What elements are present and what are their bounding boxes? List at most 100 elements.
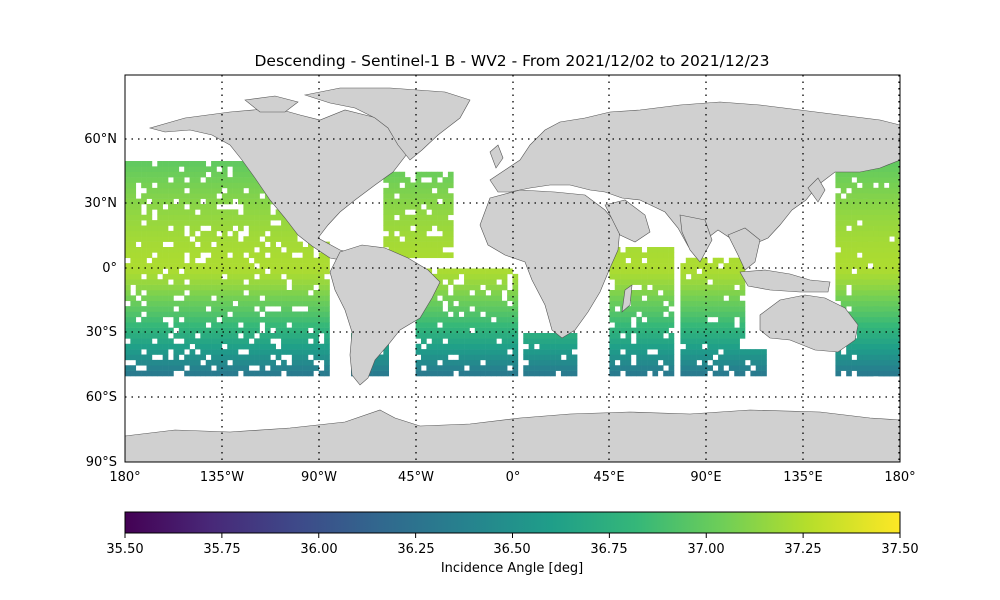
swath-cell [867,198,874,205]
swath-cell [464,327,470,334]
swath-cell [162,365,169,371]
arctic-islands [244,95,299,113]
swath-cell [281,343,287,350]
swath-cell [878,349,885,355]
swath-cell [469,316,476,323]
swath-cell [480,370,486,377]
swath-cell [630,290,637,296]
swath-cell [663,359,669,366]
swath-cell [259,306,266,312]
swath-cell [480,322,486,328]
swath-cell [135,300,142,307]
swath-cell [162,171,169,178]
swath-cell [873,166,879,173]
swath-cell [184,171,190,178]
swath-cell [248,273,255,280]
swath-cell [194,252,201,259]
swath-cell [146,214,153,221]
swath-cell [485,300,492,307]
swath-cell [318,306,325,312]
swath-cell [248,252,255,259]
swath-cell [442,311,449,318]
swath-cell [410,198,416,205]
swath-cell [238,187,244,194]
swath-cell [501,268,508,275]
swath-cell [668,279,675,285]
swath-cell [734,300,740,307]
swath-cell [878,247,885,253]
swath-cell [157,349,163,355]
swath-cell [840,268,847,275]
swath-cell [211,187,217,194]
swath-cell [238,343,244,350]
swath-cell [318,370,325,377]
swath-cell [286,349,293,355]
swath-cell [873,177,879,183]
swath-cell [739,263,746,269]
swath-cell [259,300,266,307]
swath-cell [162,273,169,280]
swath-cell [254,349,260,355]
swath-cell [184,182,190,189]
swath-cell [200,166,207,173]
swath-cell [846,171,852,178]
swath-cell [647,279,653,285]
swath-cell [227,295,233,302]
swath-cell [625,349,632,355]
swath-cell [205,166,212,173]
swath-cell [184,370,190,377]
swath-cell [135,290,142,296]
swath-cell [851,230,858,237]
swath-cell [856,343,863,350]
swath-cell [614,284,621,291]
swath-cell [404,220,411,226]
swath-cell [894,193,900,199]
swath-cell [232,354,239,361]
swath-cell [146,300,153,307]
swath-cell [248,247,255,253]
swath-cell [200,268,207,275]
swath-cell [512,349,519,355]
swath-cell [862,220,869,226]
swath-cell [696,311,703,318]
swath-cell [835,177,842,183]
swath-cell [157,279,163,285]
swath-cell [840,279,847,285]
swath-cell [485,354,492,361]
swath-cell [878,365,885,371]
swath-cell [878,327,885,334]
swath-cell [701,290,708,296]
swath-cell [636,252,642,259]
swath-cell [184,284,190,291]
swath-cell [259,220,266,226]
swath-cell [141,241,147,248]
swath-cell [151,359,158,366]
swath-cell [447,279,454,285]
swath-cell [189,284,196,291]
swath-cell [184,295,190,302]
swath-cell [641,290,648,296]
swath-cell [146,279,153,285]
swath-cell [862,370,869,377]
swath-cell [211,359,217,366]
swath-cell [862,182,869,189]
swath-cell [614,257,621,264]
swath-cell [135,225,142,232]
swath-cell [474,327,481,334]
swath-cell [259,268,266,275]
swath-cell [146,338,153,345]
swath-cell [211,290,217,296]
swath-cell [259,273,266,280]
swath-cell [211,333,217,339]
swath-cell [415,343,422,350]
swath-cell [840,257,847,264]
swath-cell [221,252,228,259]
lon-tick-labels: 180° 135°W 90°W 45°W 0° 45°E 90°E 135°E … [109,470,915,485]
swath-cell [302,284,309,291]
swath-cell [232,161,239,167]
swath-cell [302,343,309,350]
swath-cell [728,333,735,339]
swath-cell [286,295,293,302]
japan [807,177,826,203]
swath-cell [184,247,190,253]
